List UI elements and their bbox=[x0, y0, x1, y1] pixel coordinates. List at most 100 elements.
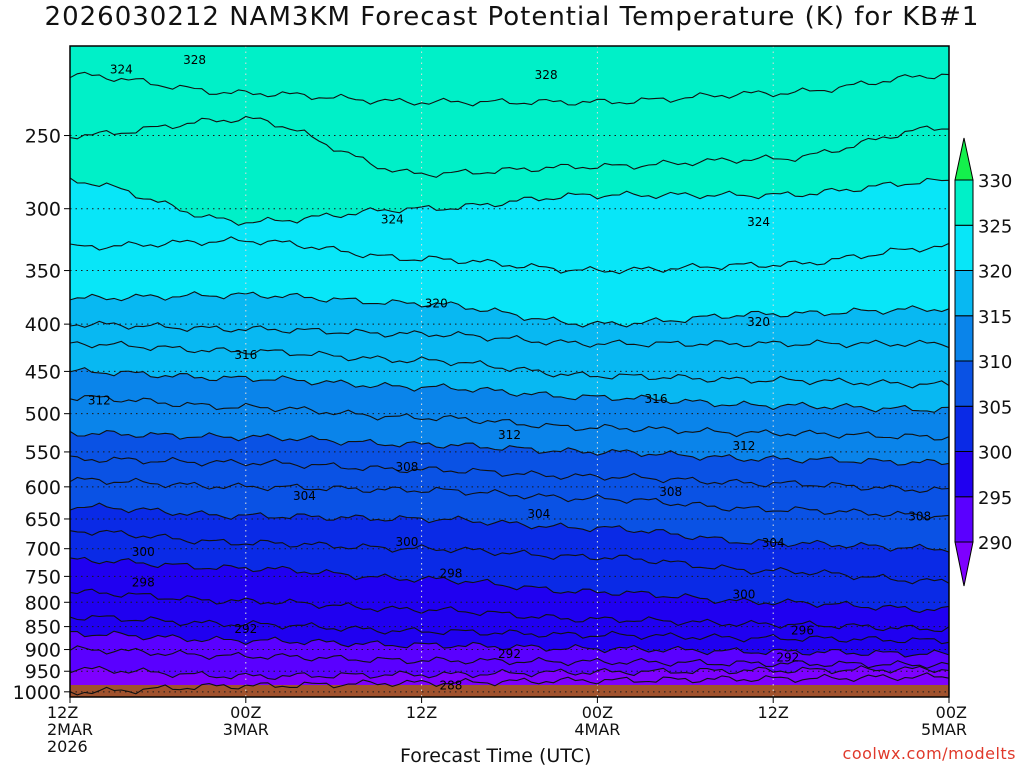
band-fill bbox=[70, 116, 949, 226]
isentrope-line bbox=[70, 177, 949, 226]
contour-label: 308 bbox=[908, 509, 931, 523]
contour-label: 320 bbox=[425, 297, 448, 311]
colorbar-swatch bbox=[954, 315, 974, 362]
contour-label: 312 bbox=[732, 439, 755, 453]
x-tick-label: 00Z bbox=[582, 703, 613, 722]
colorbar-label: 325 bbox=[978, 216, 1012, 237]
colorbar-label: 320 bbox=[978, 262, 1012, 283]
x-tick-label: 12Z bbox=[758, 703, 789, 722]
contour-label: 300 bbox=[132, 545, 155, 559]
colorbar-top-arrow bbox=[954, 137, 974, 181]
colorbar-swatch bbox=[954, 360, 974, 407]
isentrope-line bbox=[70, 665, 949, 680]
x-tick-label: 2MAR bbox=[47, 720, 93, 739]
isentrope-line bbox=[70, 115, 949, 178]
y-axis: 2503003504004505005506006507007508008509… bbox=[13, 126, 70, 704]
band-fill bbox=[70, 341, 949, 413]
y-tick-label: 450 bbox=[25, 361, 61, 383]
colorbar: 290 295 300 305 310 315 320 325 330 bbox=[954, 137, 1012, 587]
band-fill bbox=[70, 178, 949, 274]
y-tick-label: 850 bbox=[25, 617, 61, 639]
band-fill bbox=[70, 430, 949, 493]
contour-label: 308 bbox=[659, 485, 682, 499]
y-tick-label: 500 bbox=[25, 404, 61, 426]
band-fill bbox=[70, 645, 949, 680]
isentrope-line bbox=[70, 395, 949, 441]
band-fill bbox=[70, 557, 949, 632]
colorbar-label: 295 bbox=[978, 488, 1012, 509]
isentrope-line bbox=[70, 672, 949, 696]
isentrope-line bbox=[70, 320, 949, 349]
chart-title: 2026030212 NAM3KM Forecast Potential Tem… bbox=[44, 2, 980, 32]
x-tick-label: 12Z bbox=[47, 703, 78, 722]
colorbar-label: 300 bbox=[978, 443, 1012, 464]
colorbar-label: 330 bbox=[978, 171, 1012, 192]
contour-label: 300 bbox=[732, 588, 755, 602]
y-tick-label: 900 bbox=[25, 640, 61, 662]
y-tick-label: 800 bbox=[25, 592, 61, 614]
band-fill bbox=[70, 321, 949, 388]
y-tick-label: 700 bbox=[25, 539, 61, 561]
colorbar-swatch bbox=[954, 405, 974, 452]
contour-label: 292 bbox=[498, 647, 521, 661]
band-fill bbox=[70, 530, 949, 613]
colorbar-swatch bbox=[954, 224, 974, 271]
isentrope-line bbox=[70, 291, 949, 328]
isentrope-line bbox=[70, 340, 949, 389]
isentrope-lines bbox=[70, 71, 949, 696]
grid-lines bbox=[70, 46, 949, 697]
contour-label: 316 bbox=[234, 348, 257, 362]
contour-label: 312 bbox=[88, 394, 111, 408]
contour-label: 328 bbox=[535, 68, 558, 82]
isentrope-line bbox=[70, 615, 949, 645]
colorbar-swatch bbox=[954, 179, 974, 226]
colorbar-label: 310 bbox=[978, 352, 1012, 373]
contour-label: 324 bbox=[110, 62, 133, 76]
x-tick-label: 5MAR bbox=[921, 720, 967, 739]
colorbar-label: 305 bbox=[978, 397, 1012, 418]
colorbar-label: 290 bbox=[978, 533, 1012, 554]
isentrope-line bbox=[70, 476, 949, 521]
band-fill bbox=[70, 367, 949, 440]
isentrope-line bbox=[70, 645, 949, 669]
y-tick-label: 350 bbox=[25, 261, 61, 283]
contour-labels: 324 328 328 324 324 320 320 316 316 312 312 312 308 3… bbox=[88, 53, 931, 693]
contour-label: 298 bbox=[132, 576, 155, 590]
contour-label: 296 bbox=[791, 623, 814, 637]
y-tick-label: 550 bbox=[25, 442, 61, 464]
isentrope-line bbox=[70, 71, 949, 107]
contour-label: 324 bbox=[381, 212, 404, 226]
contour-label: 328 bbox=[183, 53, 206, 67]
colorbar-label: 315 bbox=[978, 307, 1012, 328]
contour-label: 320 bbox=[747, 315, 770, 329]
x-axis-label: Forecast Time (UTC) bbox=[400, 745, 592, 767]
contour-label: 292 bbox=[234, 622, 257, 636]
y-tick-label: 250 bbox=[25, 126, 61, 148]
contour-label: 324 bbox=[747, 215, 770, 229]
band-fill bbox=[70, 46, 949, 106]
y-tick-label: 950 bbox=[25, 661, 61, 683]
y-tick-label: 600 bbox=[25, 477, 61, 499]
ground-strip bbox=[70, 685, 949, 697]
band-fill bbox=[70, 395, 949, 466]
isentrope-line bbox=[70, 588, 949, 633]
y-tick-label: 300 bbox=[25, 199, 61, 221]
band-fill bbox=[70, 456, 949, 520]
ground-surface bbox=[70, 685, 949, 697]
colorbar-bottom-arrow bbox=[954, 541, 974, 587]
x-tick-label: 00Z bbox=[230, 703, 261, 722]
isentrope-line bbox=[70, 236, 949, 275]
y-tick-label: 400 bbox=[25, 314, 61, 336]
y-tick-label: 1000 bbox=[13, 682, 61, 704]
contour-label: 304 bbox=[293, 489, 316, 503]
isentrope-line bbox=[70, 430, 949, 466]
band-fill bbox=[70, 589, 949, 644]
band-fill bbox=[70, 477, 949, 553]
contour-fills bbox=[70, 46, 949, 697]
x-tick-label: 00Z bbox=[936, 703, 967, 722]
band-fill bbox=[70, 631, 949, 669]
band-fill bbox=[70, 503, 949, 584]
band-fill bbox=[70, 665, 949, 695]
colorbar-swatch bbox=[954, 451, 974, 498]
